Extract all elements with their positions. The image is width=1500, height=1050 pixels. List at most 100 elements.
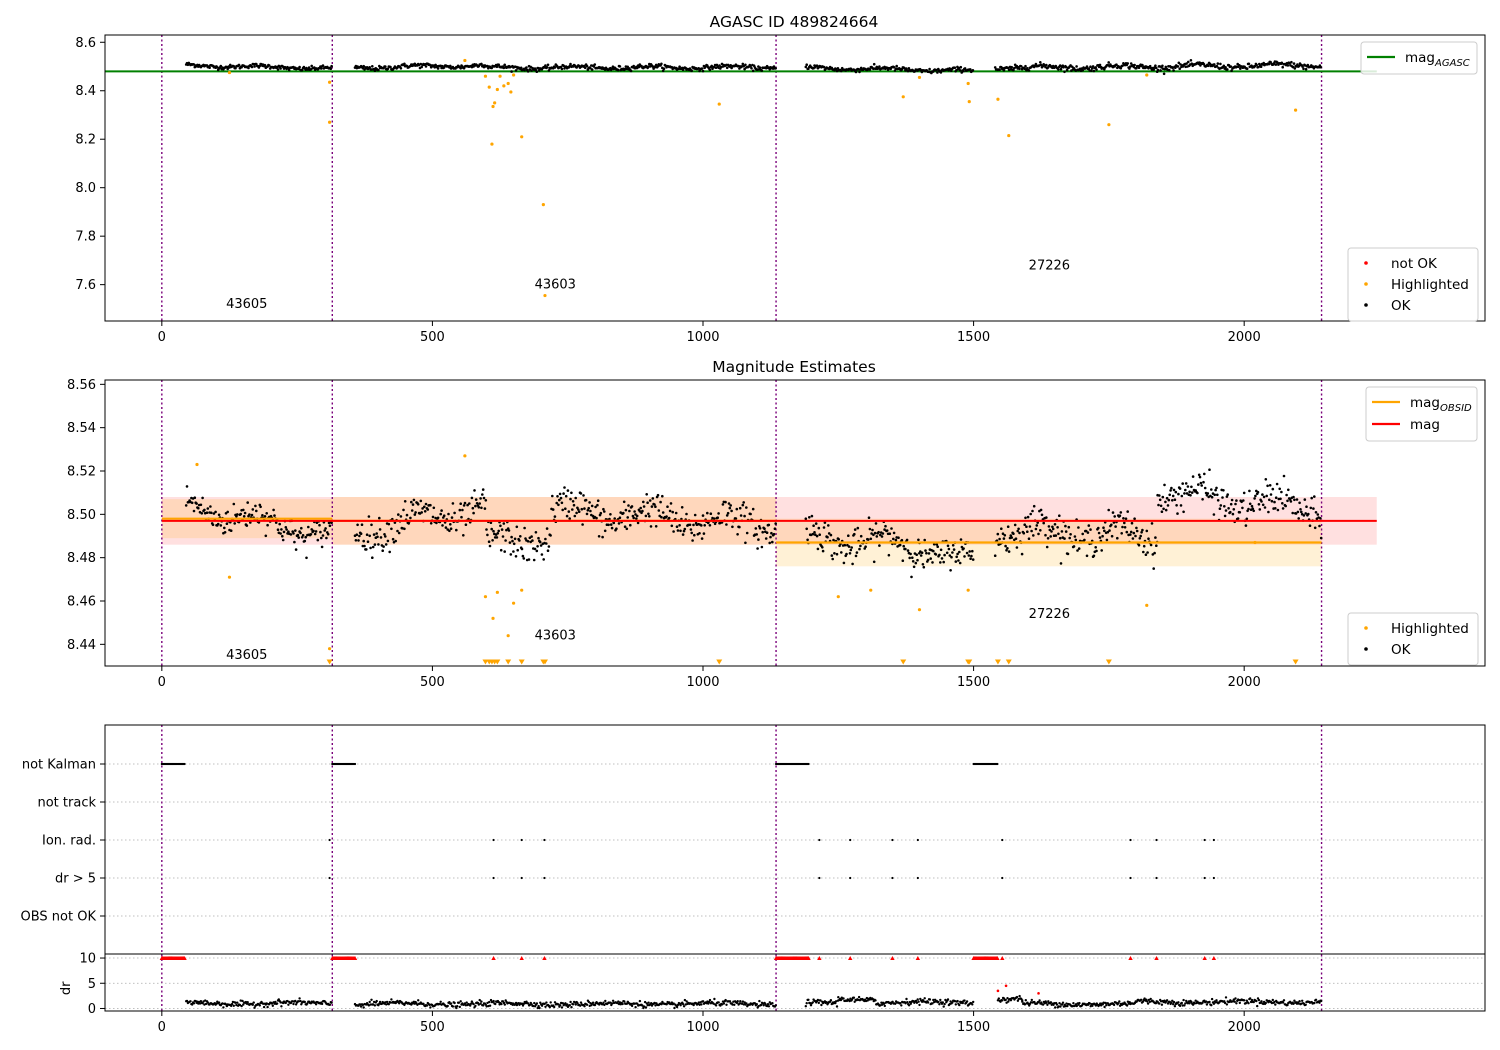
ok-point <box>184 504 188 507</box>
ok-point <box>201 496 204 500</box>
ok-point <box>249 521 252 524</box>
ok-point <box>1188 490 1191 494</box>
dr-point <box>745 1002 748 1005</box>
ok-point <box>1133 63 1136 67</box>
ok-point <box>1090 67 1094 70</box>
ok-point <box>885 529 889 532</box>
ok-point <box>1248 489 1251 493</box>
dr-point <box>738 1002 741 1005</box>
ok-point <box>661 69 665 73</box>
dr-point <box>880 1001 883 1004</box>
dr-point <box>262 1002 265 1005</box>
ok-point <box>1239 67 1242 70</box>
ok-point <box>1090 69 1093 72</box>
dr-point <box>221 1002 224 1005</box>
dr-point <box>477 1003 480 1006</box>
ok-point <box>236 513 239 516</box>
ok-point <box>805 63 808 66</box>
ok-point <box>1266 484 1269 488</box>
ok-point <box>1142 544 1146 548</box>
legend-label: OK <box>1391 642 1412 658</box>
ok-point <box>321 534 325 537</box>
dr-point <box>540 1004 544 1007</box>
dr-point <box>470 1000 474 1003</box>
ok-point <box>939 71 943 74</box>
ok-point <box>300 526 303 530</box>
ok-point <box>689 528 693 531</box>
dr-point <box>1233 1000 1236 1003</box>
ok-point <box>725 66 729 70</box>
ok-point <box>1196 491 1199 495</box>
ok-point <box>962 69 965 73</box>
ok-point <box>538 540 542 544</box>
y-tick-label: 8.2 <box>75 133 96 148</box>
ok-point <box>1264 478 1268 481</box>
ok-point <box>310 64 314 68</box>
ok-point <box>1119 66 1123 70</box>
dr-point <box>553 1001 557 1004</box>
ok-point <box>503 63 507 67</box>
dr-point <box>804 1005 807 1008</box>
dr-point <box>1193 1002 1197 1005</box>
dr-capped-marker <box>352 956 358 961</box>
flag-mark <box>916 838 919 842</box>
ok-point <box>531 539 534 542</box>
x-tick-label: 1000 <box>686 675 719 690</box>
ok-point <box>382 545 385 548</box>
ok-point <box>1187 60 1190 64</box>
ok-point <box>511 539 514 543</box>
ok-point <box>368 66 372 69</box>
ok-point <box>1091 65 1095 68</box>
ok-point <box>533 547 537 551</box>
dr-point <box>585 1003 589 1006</box>
ok-point <box>700 524 703 527</box>
ok-point <box>810 514 814 518</box>
ok-point <box>590 68 594 71</box>
ok-point <box>1116 536 1119 540</box>
ok-point <box>1319 65 1323 69</box>
ok-point <box>853 528 857 531</box>
ok-point <box>371 545 375 549</box>
ok-point <box>935 543 939 546</box>
ok-point <box>878 544 881 547</box>
dr-point <box>660 1003 663 1006</box>
ok-point <box>423 505 426 509</box>
ok-point <box>633 510 636 513</box>
ok-point <box>1222 489 1225 492</box>
ok-point <box>233 522 236 525</box>
dr-point <box>914 999 918 1003</box>
ok-point <box>211 523 215 527</box>
highlighted-point <box>901 95 905 99</box>
x-tick-label: 500 <box>420 675 445 690</box>
dr-point <box>1300 1002 1303 1005</box>
ok-point <box>545 542 548 545</box>
ok-point <box>1105 538 1109 542</box>
ok-point <box>1125 530 1129 534</box>
dr-point <box>1009 999 1013 1002</box>
ok-point <box>575 511 578 515</box>
obsid-label: 43603 <box>535 629 576 644</box>
ok-point <box>683 527 687 531</box>
ok-point <box>482 496 486 500</box>
ok-point <box>1184 482 1188 485</box>
dr-point <box>722 1002 726 1005</box>
ok-point <box>579 492 583 495</box>
ok-point <box>939 548 943 552</box>
dr-point <box>741 1000 745 1003</box>
ok-point <box>553 515 557 518</box>
dr-point <box>643 1000 647 1004</box>
ok-point <box>942 560 945 564</box>
ok-point <box>1098 536 1102 539</box>
obsid-label: 27226 <box>1029 258 1070 273</box>
ok-point <box>1126 62 1129 65</box>
highlighted-point <box>917 75 922 80</box>
ok-point <box>471 506 475 510</box>
ok-point <box>518 539 521 542</box>
ok-point <box>571 500 575 503</box>
dr-point <box>417 999 420 1002</box>
ok-point <box>212 512 216 515</box>
ok-point <box>1006 547 1009 550</box>
ok-point <box>1019 65 1023 68</box>
ok-point <box>817 526 821 530</box>
dr-point <box>1252 1000 1255 1004</box>
